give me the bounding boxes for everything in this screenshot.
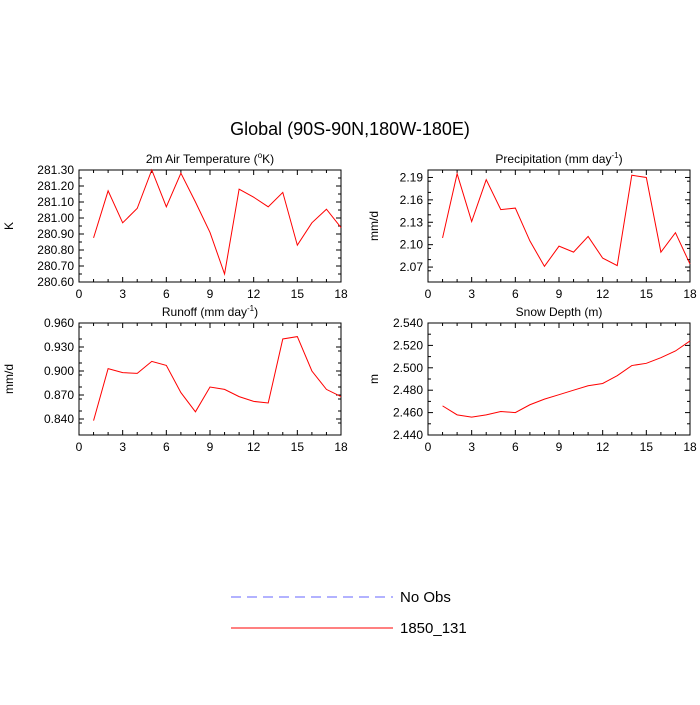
y-tick-label: 281.20 <box>37 179 74 193</box>
x-tick-label: 3 <box>468 287 475 301</box>
panel-title: 2m Air Temperature (oK) <box>146 151 274 166</box>
x-tick-label: 3 <box>119 287 126 301</box>
x-tick-label: 6 <box>512 287 519 301</box>
plot-frame <box>78 322 342 436</box>
x-tick-label: 9 <box>556 440 563 454</box>
y-tick-label: 280.70 <box>37 259 74 273</box>
x-tick-label: 0 <box>76 287 83 301</box>
panel-title-suffix: ) <box>619 152 623 166</box>
x-tick-label: 18 <box>334 287 348 301</box>
y-axis-label: mm/d <box>2 364 16 394</box>
panel-title-suffix: K) <box>262 152 274 166</box>
y-tick-label: 281.00 <box>37 211 74 225</box>
x-tick-label: 9 <box>207 440 214 454</box>
y-tick-label: 0.900 <box>44 364 74 378</box>
y-tick-label: 2.500 <box>393 361 423 375</box>
x-tick-label: 15 <box>291 287 305 301</box>
legend: No Obs 1850_131 <box>231 589 467 637</box>
y-tick-label: 2.13 <box>400 215 424 229</box>
x-tick-label: 15 <box>640 287 654 301</box>
y-axis-label: K <box>2 222 16 230</box>
y-tick-label: 281.10 <box>37 195 74 209</box>
plot-frame <box>427 169 691 283</box>
x-tick-label: 0 <box>425 440 432 454</box>
y-tick-label: 2.07 <box>400 260 424 274</box>
x-tick-label: 6 <box>512 440 519 454</box>
y-tick-label: 0.930 <box>44 340 74 354</box>
y-tick-label: 0.960 <box>44 316 74 330</box>
y-tick-label: 2.19 <box>400 170 424 184</box>
plot-frame <box>427 322 691 436</box>
y-tick-label: 2.480 <box>393 383 423 397</box>
panel-title-superscript: -1 <box>611 151 619 160</box>
panel-title: Precipitation (mm day-1) <box>495 151 622 166</box>
panel-title-text: Precipitation (mm day <box>495 152 611 166</box>
panel-title-text: 2m Air Temperature ( <box>146 152 258 166</box>
panel-title-text: Runoff (mm day <box>162 305 247 319</box>
panel-1: 2m Air Temperature (oK) 0 3 6 9 12 15 18 280.60 2… <box>2 151 348 301</box>
series-line <box>442 340 691 418</box>
y-axis-label: mm/d <box>367 211 381 241</box>
panel-4: Snow Depth (m) 0 3 6 9 12 15 18 2.440 2.460 2.480 2… <box>367 305 697 454</box>
panel-title-text: Snow Depth (m) <box>516 305 603 319</box>
panel-title: Runoff (mm day-1) <box>162 304 258 319</box>
legend-label: 1850_131 <box>400 620 467 637</box>
y-tick-label: 0.870 <box>44 388 74 402</box>
plot-frame <box>78 169 342 283</box>
legend-label: No Obs <box>400 589 451 606</box>
x-tick-label: 12 <box>596 440 610 454</box>
x-tick-label: 15 <box>291 440 305 454</box>
x-tick-label: 3 <box>468 440 475 454</box>
x-tick-label: 0 <box>425 287 432 301</box>
series-line <box>93 336 342 421</box>
x-tick-label: 6 <box>163 287 170 301</box>
x-tick-label: 15 <box>640 440 654 454</box>
x-tick-label: 6 <box>163 440 170 454</box>
figure-title: Global (90S-90N,180W-180E) <box>230 119 470 139</box>
x-tick-label: 0 <box>76 440 83 454</box>
y-tick-label: 0.840 <box>44 412 74 426</box>
x-tick-label: 9 <box>556 287 563 301</box>
series-line <box>442 171 691 268</box>
panel-title-superscript: -1 <box>247 304 255 313</box>
y-tick-label: 281.30 <box>37 163 74 177</box>
x-tick-label: 18 <box>683 287 697 301</box>
y-tick-label: 2.540 <box>393 316 423 330</box>
panel-2: Precipitation (mm day-1) 0 3 6 9 12 15 18 2.07 2.… <box>367 151 697 301</box>
x-tick-label: 18 <box>683 440 697 454</box>
y-tick-label: 280.60 <box>37 275 74 289</box>
panel-title-suffix: ) <box>254 305 258 319</box>
panel-title: Snow Depth (m) <box>516 305 603 319</box>
panels: 2m Air Temperature (oK)0 3 6 9 12 15 18280.602… <box>2 151 697 454</box>
x-tick-label: 12 <box>596 287 610 301</box>
x-tick-label: 9 <box>207 287 214 301</box>
series-line <box>93 168 342 276</box>
x-tick-label: 12 <box>247 287 261 301</box>
x-tick-label: 12 <box>247 440 261 454</box>
y-tick-label: 2.460 <box>393 406 423 420</box>
y-tick-label: 280.80 <box>37 243 74 257</box>
y-tick-label: 2.520 <box>393 338 423 352</box>
panel-title-superscript: o <box>258 151 263 160</box>
y-tick-label: 2.10 <box>400 238 424 252</box>
y-tick-label: 2.16 <box>400 193 424 207</box>
panel-3: Runoff (mm day-1) 0 3 6 9 12 15 18 0.840 0.870 0.9… <box>2 304 348 454</box>
x-tick-label: 18 <box>334 440 348 454</box>
y-axis-label: m <box>367 374 381 384</box>
y-tick-label: 280.90 <box>37 227 74 241</box>
y-tick-label: 2.440 <box>393 428 423 442</box>
x-tick-label: 3 <box>119 440 126 454</box>
